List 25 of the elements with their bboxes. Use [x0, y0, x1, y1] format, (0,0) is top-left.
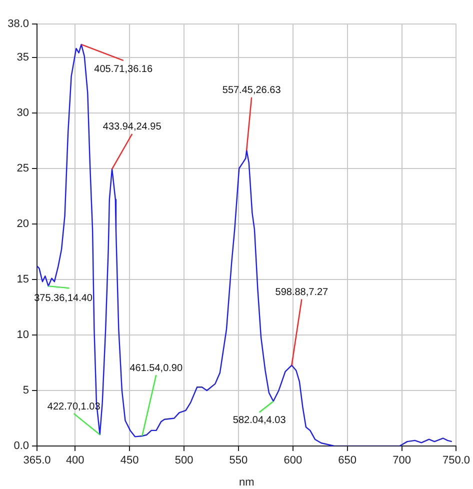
x-tick-label: 600 [284, 454, 302, 467]
y-tick-label: 35 [16, 51, 29, 64]
x-tick-label: 700 [392, 454, 411, 467]
y-tick-label: 0.0 [14, 440, 29, 452]
x-tick-label: 450 [120, 454, 139, 467]
x-tick-label: 650 [338, 454, 357, 467]
x-tick-label: 750.0 [442, 454, 470, 467]
y-tick-label: 38.0 [8, 18, 29, 30]
y-tick-label: 25 [16, 162, 29, 174]
y-tick-label: 15 [16, 273, 29, 286]
annotation: 461.54,0.90 [130, 362, 183, 374]
y-tick-label: 10 [16, 328, 29, 341]
annotation: 598.88,7.27 [275, 287, 329, 298]
x-tick-label: 400 [66, 454, 84, 467]
x-tick-label: 500 [174, 454, 194, 467]
annotation: 405.71,36.16 [94, 64, 153, 76]
x-axis-title: nm [238, 476, 254, 488]
annotation: 557.45,26.63 [222, 85, 282, 96]
x-tick-label: 550 [229, 454, 248, 467]
annotation: 433.94,24.95 [102, 122, 162, 133]
y-tick-label: 20 [16, 218, 29, 230]
y-tick-label: 5 [22, 384, 29, 397]
x-tick-label: 365.0 [23, 454, 51, 467]
y-tick-label: 30 [16, 106, 29, 119]
annotation: 582.04,4.03 [232, 414, 286, 426]
